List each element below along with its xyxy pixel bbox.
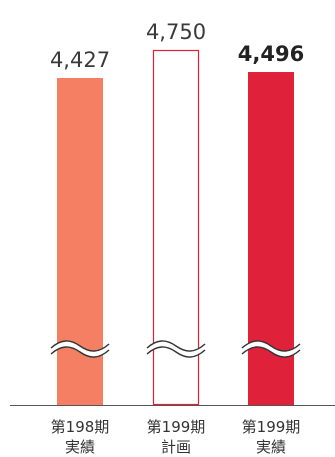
category-label-2-line2: 実績	[256, 438, 286, 456]
axis-break-gap-2	[239, 341, 303, 357]
category-label-1-line1: 第199期	[147, 418, 206, 436]
axis-break-line-top-2	[241, 340, 301, 352]
category-label-0-line2: 実績	[65, 438, 95, 456]
axis-break-gap-1	[144, 341, 208, 357]
category-label-0-line1: 第198期	[51, 418, 110, 436]
axis-break-line-top-1	[146, 340, 206, 352]
category-label-1-line2: 計画	[161, 438, 191, 456]
axis-break-line-bottom-2	[241, 346, 301, 358]
axis-break-line-top-0	[50, 340, 110, 352]
category-label-2-line1: 第199期	[242, 418, 301, 436]
axis-break-line-bottom-0	[50, 346, 110, 358]
axis-break-line-bottom-1	[146, 346, 206, 358]
value-label-0: 4,427	[50, 48, 110, 72]
value-label-2: 4,496	[238, 42, 304, 66]
value-label-1: 4,750	[146, 20, 206, 44]
axis-break-gap-0	[48, 341, 112, 357]
